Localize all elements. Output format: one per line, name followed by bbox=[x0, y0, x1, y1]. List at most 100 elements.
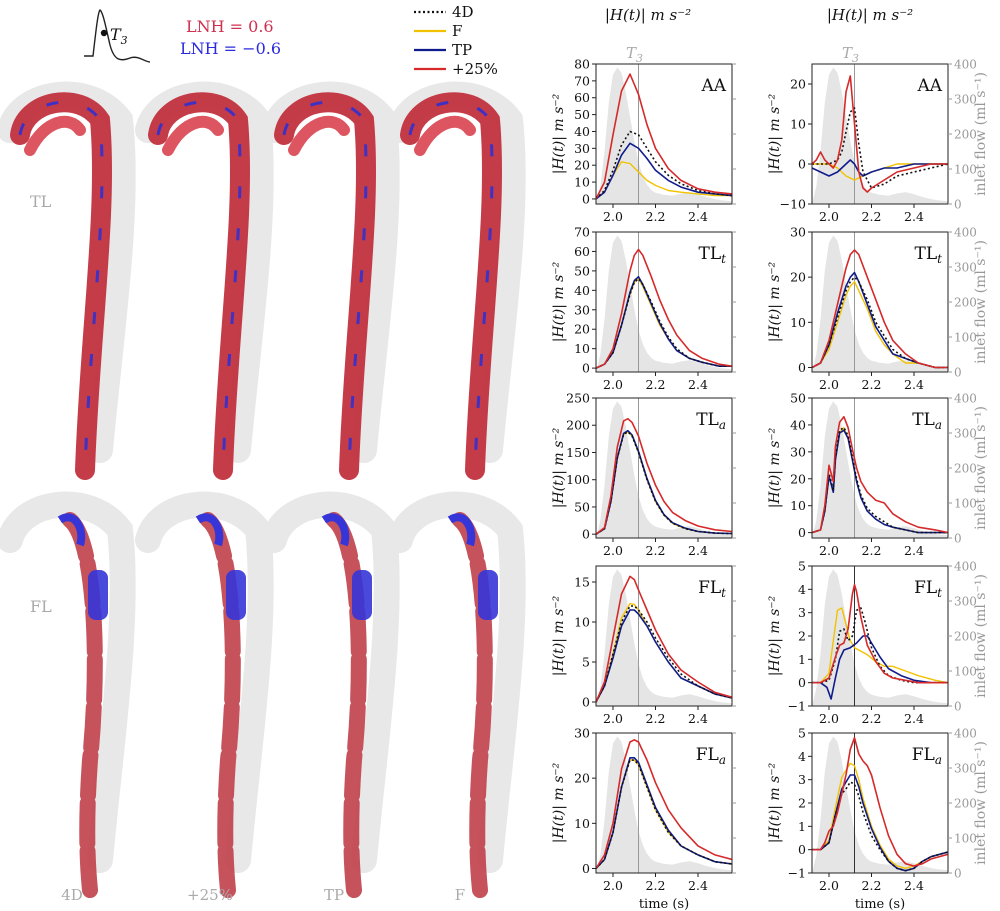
aorta-arch-highlight bbox=[168, 122, 218, 150]
y-tick-label: 20 bbox=[574, 158, 590, 173]
y-tick-label: 150 bbox=[566, 445, 590, 460]
x-tick-label: 2.4 bbox=[688, 209, 708, 224]
y-tick-label: 70 bbox=[574, 225, 590, 240]
column-title-rotational: |H(t)| m s⁻² bbox=[605, 6, 691, 24]
panel-fl-t-irrotational: −10123452.0 2.2 2.40100200300400|H(t)| m s… bbox=[767, 559, 989, 727]
region-label: FLa bbox=[696, 745, 726, 767]
aorta-blue-patch bbox=[226, 570, 246, 620]
x-tick-label: 2.0 bbox=[819, 209, 839, 224]
x-tick-label: 2.4 bbox=[688, 377, 708, 392]
y-axis-label: |H(t)| m s⁻² bbox=[767, 762, 783, 843]
y2-tick-label: 0 bbox=[954, 198, 962, 212]
x-tick-label: 2.0 bbox=[819, 377, 839, 392]
column-title-irrotational: |H(t)| m s⁻² bbox=[827, 6, 913, 24]
y-tick-label: −1 bbox=[788, 699, 806, 714]
y2-axis-label: inlet flow (ml s⁻¹) bbox=[973, 574, 989, 698]
panel-tl-a-rotational: 0501001502002502.0 2.2 2.4|H(t)| m s⁻²TLa bbox=[551, 391, 736, 559]
y-tick-label: 10 bbox=[790, 498, 806, 513]
aorta-tl-2 bbox=[274, 95, 387, 470]
y-tick-label: 20 bbox=[790, 471, 806, 486]
x-tick-label: 2.2 bbox=[862, 878, 882, 893]
aorta-fl-2 bbox=[274, 505, 387, 890]
aorta-fl-3 bbox=[400, 505, 513, 890]
y-tick-label: 0 bbox=[798, 525, 806, 540]
panel-fl-t-rotational: 0510152.0 2.2 2.4|H(t)| m s⁻²FLt bbox=[551, 566, 736, 726]
y2-tick-label: 400 bbox=[954, 226, 977, 240]
y-tick-label: 10 bbox=[574, 341, 590, 356]
y-axis-label: |H(t)| m s⁻² bbox=[551, 427, 567, 508]
x-tick-label: 2.0 bbox=[603, 878, 623, 893]
aorta-red-surface bbox=[410, 102, 492, 470]
region-label: AA bbox=[916, 76, 942, 96]
aorta-ghost bbox=[148, 505, 261, 860]
y-tick-label: 40 bbox=[790, 417, 806, 432]
legend-label-tp: TP bbox=[452, 41, 472, 59]
panel-fl-a-rotational: 01020302.0 2.2 2.4|H(t)| m s⁻²FLatime (s) bbox=[551, 726, 736, 911]
y-tick-label: −10 bbox=[780, 197, 806, 212]
lnh-positive-label: LNH = 0.6 bbox=[186, 17, 274, 36]
y-axis-label: |H(t)| m s⁻² bbox=[767, 427, 783, 508]
y-tick-label: 0 bbox=[798, 842, 806, 857]
y-tick-label: 30 bbox=[790, 444, 806, 459]
aorta-tl-0 bbox=[10, 95, 123, 470]
y-tick-label: 10 bbox=[790, 117, 806, 132]
aorta-ghost bbox=[10, 505, 123, 860]
panel-tl-a-irrotational: 010203040502.0 2.2 2.40100200300400|H(t)| … bbox=[767, 391, 989, 559]
aorta-blue-patch bbox=[352, 570, 372, 620]
region-label: TLt bbox=[915, 244, 943, 266]
y-tick-label: 10 bbox=[790, 315, 806, 330]
aorta-blue-patch bbox=[88, 570, 108, 620]
y2-axis-label: inlet flow (ml s⁻¹) bbox=[973, 72, 989, 196]
y-tick-label: 50 bbox=[574, 263, 590, 278]
t3-axis-label: T3 bbox=[626, 44, 643, 65]
x-tick-label: 2.4 bbox=[904, 878, 924, 893]
x-tick-label: 2.2 bbox=[862, 209, 882, 224]
col-label-tp: TP bbox=[324, 886, 344, 904]
y-tick-label: 5 bbox=[582, 655, 590, 670]
y-tick-label: 30 bbox=[574, 141, 590, 156]
y-tick-label: 10 bbox=[574, 816, 590, 831]
t3-schematic: T3 bbox=[84, 10, 150, 62]
y-tick-label: 20 bbox=[790, 77, 806, 92]
y-tick-label: 70 bbox=[574, 73, 590, 88]
aorta-red-surface bbox=[284, 102, 366, 470]
y2-axis-label: inlet flow (ml s⁻¹) bbox=[973, 240, 989, 364]
y-tick-label: 0 bbox=[798, 157, 806, 172]
y-tick-label: 5 bbox=[798, 559, 806, 574]
region-label: FLt bbox=[698, 578, 726, 600]
legend-label-p25: +25% bbox=[452, 60, 498, 78]
y-tick-label: 40 bbox=[574, 283, 590, 298]
y-tick-label: 0 bbox=[798, 360, 806, 375]
x-tick-label: 2.2 bbox=[646, 711, 666, 726]
y2-axis-label: inlet flow (ml s⁻¹) bbox=[973, 406, 989, 530]
t3-axis-label: T3 bbox=[842, 44, 859, 65]
legend-label-4d: 4D bbox=[452, 3, 474, 21]
aorta-fl-1 bbox=[148, 505, 261, 890]
x-tick-label: 2.0 bbox=[603, 209, 623, 224]
x-tick-label: 2.2 bbox=[862, 377, 882, 392]
aorta-blue-patch bbox=[478, 570, 498, 620]
col-label-25: +25% bbox=[187, 886, 233, 904]
x-tick-label: 2.4 bbox=[688, 878, 708, 893]
y2-tick-label: 0 bbox=[954, 366, 962, 380]
x-tick-label: 2.4 bbox=[904, 543, 924, 558]
x-tick-label: 2.2 bbox=[646, 543, 666, 558]
x-tick-label: 2.2 bbox=[862, 543, 882, 558]
y-axis-label: |H(t)| m s⁻² bbox=[767, 261, 783, 342]
y-tick-label: 4 bbox=[798, 749, 806, 764]
y-tick-label: 60 bbox=[574, 244, 590, 259]
row-label-fl: FL bbox=[30, 597, 52, 616]
y-tick-label: 2 bbox=[798, 629, 806, 644]
y2-tick-label: 0 bbox=[954, 700, 962, 714]
y-tick-label: −1 bbox=[788, 866, 806, 881]
y-tick-label: 100 bbox=[566, 472, 590, 487]
x-tick-label: 2.4 bbox=[904, 711, 924, 726]
y-axis-label: |H(t)| m s⁻² bbox=[767, 595, 783, 676]
region-label: FLt bbox=[914, 578, 942, 600]
x-tick-label: 2.0 bbox=[603, 377, 623, 392]
x-tick-label: 2.0 bbox=[819, 711, 839, 726]
y-axis-label: |H(t)| m s⁻² bbox=[551, 261, 567, 342]
y-tick-label: 1 bbox=[798, 819, 806, 834]
y-tick-label: 5 bbox=[798, 726, 806, 741]
